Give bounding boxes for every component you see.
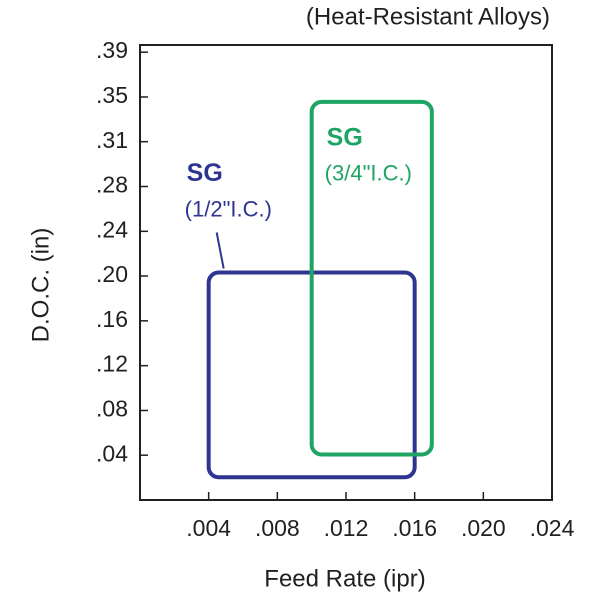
x-tick-label: .004 (186, 515, 231, 541)
y-tick-label: .04 (96, 440, 128, 466)
series-label: (3/4"I.C.) (325, 161, 412, 186)
x-tick-label: .020 (461, 515, 506, 541)
x-tick-label: .008 (255, 515, 300, 541)
y-axis-label: D.O.C. (in) (27, 228, 54, 343)
y-tick-label: .31 (96, 127, 128, 153)
chart-title: (Heat-Resistant Alloys) (306, 3, 550, 30)
x-tick-label: .016 (392, 515, 437, 541)
series-name: SG (187, 159, 223, 187)
x-tick-label: .012 (324, 515, 369, 541)
x-tick-label: .024 (530, 515, 575, 541)
y-tick-label: .16 (96, 306, 128, 332)
series-name: SG (327, 123, 363, 151)
y-tick-label: .24 (96, 216, 128, 242)
y-tick-label: .28 (96, 172, 128, 198)
y-tick-label: .35 (96, 82, 128, 108)
leader-line (215, 232, 225, 269)
y-tick-label: .20 (96, 261, 128, 287)
y-tick-label: .39 (96, 37, 128, 63)
y-tick-label: .12 (96, 351, 128, 377)
series-label: (1/2"I.C.) (185, 196, 272, 221)
range-box (309, 99, 434, 457)
y-tick-label: .08 (96, 396, 128, 422)
x-axis-label: Feed Rate (ipr) (264, 565, 425, 592)
